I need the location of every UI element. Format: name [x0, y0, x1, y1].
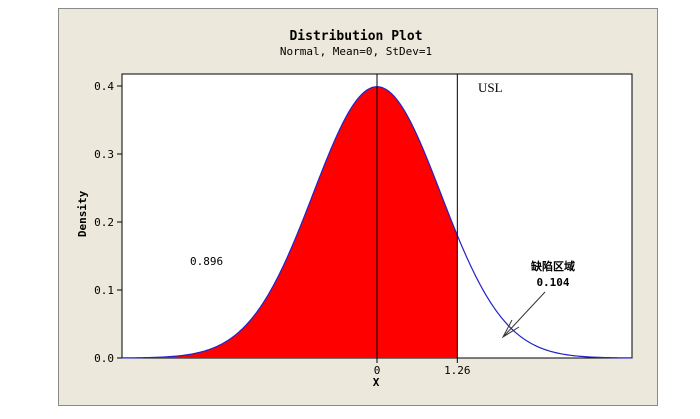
y-tick-label: 0.3 — [94, 148, 114, 161]
y-axis-ticks: 0.0 0.1 0.2 0.3 0.4 — [94, 80, 122, 365]
y-tick-label: 0.1 — [94, 284, 114, 297]
tail-region-label: 缺陷区域 — [530, 259, 575, 273]
y-axis-label: Density — [76, 190, 89, 237]
shaded-probability-label: 0.896 — [190, 255, 223, 268]
chart-subtitle: Normal, Mean=0, StDev=1 — [280, 45, 432, 58]
y-tick-label: 0.2 — [94, 216, 114, 229]
shaded-region — [122, 86, 458, 358]
x-tick-label-1: 1.26 — [444, 364, 471, 377]
chart-title: Distribution Plot — [289, 29, 422, 44]
tail-probability-label: 0.104 — [536, 276, 569, 289]
x-tick-label-0: 0 — [374, 364, 381, 377]
usl-label: USL — [478, 80, 503, 95]
tail-arrow — [501, 291, 546, 339]
x-axis-label: X — [373, 376, 380, 389]
y-tick-label: 0.4 — [94, 80, 114, 93]
y-tick-label: 0.0 — [94, 352, 114, 365]
